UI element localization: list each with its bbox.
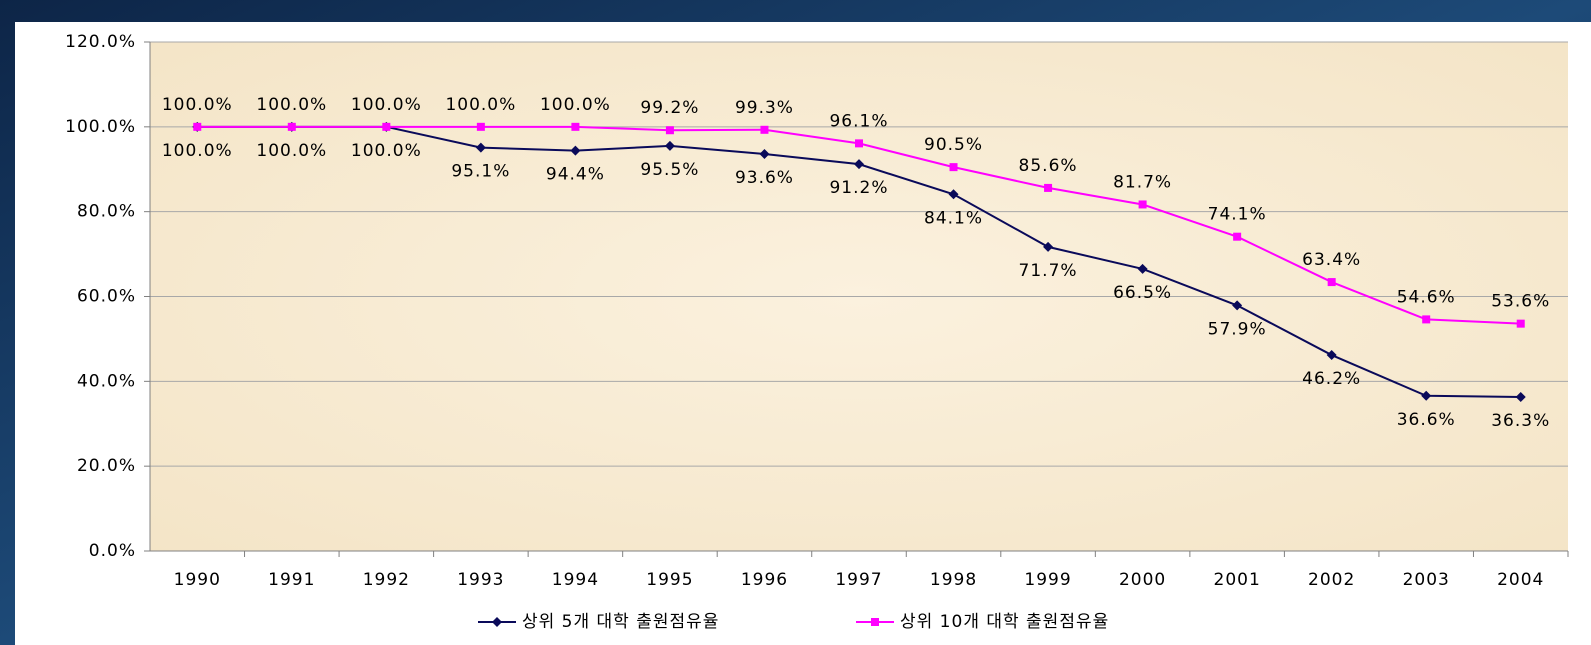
- data-point: [949, 163, 958, 172]
- data-point: [1137, 263, 1148, 274]
- data-label: 100.0%: [162, 95, 233, 115]
- legend-label: 상위 10개 대학 출원점유율: [900, 612, 1109, 632]
- data-label: 74.1%: [1208, 205, 1267, 225]
- data-label: 53.6%: [1491, 292, 1550, 312]
- x-tick-label: 2002: [1308, 570, 1355, 590]
- data-label: 57.9%: [1208, 319, 1267, 339]
- data-label: 71.7%: [1019, 261, 1078, 281]
- data-point: [1327, 278, 1336, 287]
- data-label: 100.0%: [351, 141, 422, 161]
- data-point: [1043, 241, 1054, 252]
- data-label: 100.0%: [162, 141, 233, 161]
- data-label: 94.4%: [546, 165, 605, 185]
- x-tick-label: 1998: [930, 570, 977, 590]
- x-tick-label: 2004: [1497, 570, 1544, 590]
- x-tick-label: 1997: [835, 570, 882, 590]
- data-label: 99.3%: [735, 98, 794, 118]
- y-tick-label: 0.0%: [89, 541, 136, 561]
- data-point: [760, 125, 769, 134]
- data-point: [854, 159, 864, 170]
- data-point: [287, 122, 296, 131]
- data-label: 54.6%: [1397, 287, 1456, 307]
- data-point: [475, 142, 486, 153]
- data-label: 96.1%: [829, 111, 888, 131]
- data-label: 85.6%: [1019, 156, 1078, 176]
- data-point: [382, 122, 391, 131]
- x-tick-label: 2001: [1214, 570, 1261, 590]
- y-tick-label: 20.0%: [77, 456, 136, 476]
- x-tick-label: 1992: [363, 570, 410, 590]
- data-point: [1421, 390, 1432, 401]
- data-point: [1516, 319, 1525, 328]
- y-tick-label: 120.0%: [65, 32, 136, 52]
- x-tick-label: 2003: [1403, 570, 1450, 590]
- x-tick-label: 1996: [741, 570, 788, 590]
- data-label: 95.1%: [451, 162, 510, 182]
- data-label: 100.0%: [351, 95, 422, 115]
- data-label: 95.5%: [640, 160, 699, 180]
- data-label: 99.2%: [640, 98, 699, 118]
- data-label: 91.2%: [829, 178, 888, 198]
- data-point: [855, 139, 863, 148]
- legend-marker: [492, 617, 502, 627]
- data-point: [193, 122, 202, 131]
- data-label: 46.2%: [1302, 369, 1361, 389]
- data-label: 36.6%: [1397, 410, 1456, 430]
- data-label: 84.1%: [924, 208, 983, 228]
- legend-marker: [871, 618, 879, 626]
- x-tick-label: 1999: [1024, 570, 1071, 590]
- data-point: [1044, 183, 1053, 192]
- data-label: 100.0%: [540, 95, 611, 115]
- data-point: [1138, 200, 1147, 209]
- data-point: [1515, 392, 1526, 403]
- data-label: 100.0%: [256, 141, 327, 161]
- x-tick-label: 1995: [646, 570, 693, 590]
- data-point: [759, 148, 770, 159]
- data-point: [570, 145, 581, 156]
- data-label: 93.6%: [735, 168, 794, 188]
- data-point: [1232, 300, 1243, 311]
- legend-label: 상위 5개 대학 출원점유율: [522, 612, 719, 632]
- data-point: [664, 140, 675, 151]
- data-point: [1233, 232, 1242, 241]
- y-tick-label: 40.0%: [77, 371, 136, 391]
- x-tick-label: 2000: [1119, 570, 1166, 590]
- data-point: [571, 122, 580, 131]
- data-label: 90.5%: [924, 135, 983, 155]
- data-label: 81.7%: [1113, 172, 1172, 192]
- data-point: [948, 189, 959, 200]
- data-label: 66.5%: [1113, 283, 1172, 303]
- data-point: [1422, 315, 1431, 324]
- x-tick-label: 1991: [268, 570, 315, 590]
- x-tick-label: 1994: [552, 570, 599, 590]
- y-tick-label: 80.0%: [77, 202, 136, 222]
- data-point: [476, 122, 485, 131]
- x-tick-label: 1990: [174, 570, 221, 590]
- data-point: [1326, 350, 1337, 361]
- data-label: 100.0%: [256, 95, 327, 115]
- data-label: 63.4%: [1302, 250, 1361, 270]
- data-point: [665, 126, 674, 135]
- y-tick-label: 100.0%: [65, 117, 136, 137]
- data-label: 36.3%: [1491, 411, 1550, 431]
- data-label: 100.0%: [445, 95, 516, 115]
- x-tick-label: 1993: [457, 570, 504, 590]
- y-tick-label: 60.0%: [77, 287, 136, 307]
